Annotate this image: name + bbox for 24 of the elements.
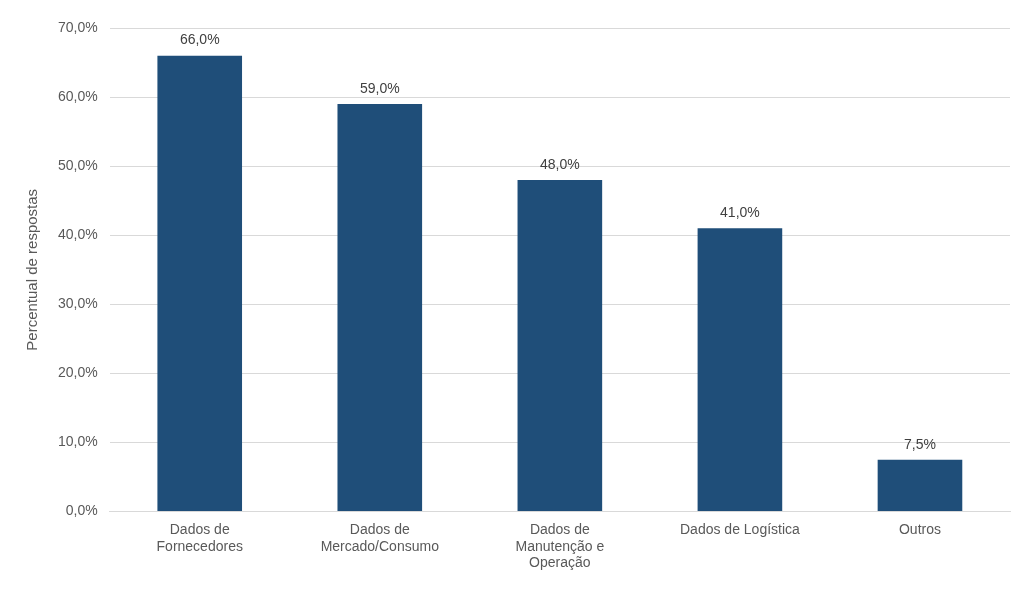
y-tick-label: 40,0% — [57, 226, 98, 243]
data-label: 66,0% — [179, 31, 220, 48]
x-tick-label: Dados de Mercado/Consumo — [320, 520, 440, 554]
bar — [697, 228, 783, 512]
bar — [157, 55, 243, 512]
data-label: 7,5% — [904, 435, 936, 452]
x-tick-label: Dados de Logística — [679, 520, 801, 537]
y-tick-label: 0,0% — [65, 502, 98, 519]
data-label: 41,0% — [720, 204, 760, 221]
bar — [877, 459, 963, 512]
y-tick-label: 20,0% — [57, 364, 98, 381]
y-tick-label: 70,0% — [57, 18, 98, 35]
x-tick-label: Dados de Manutenção e Operação — [515, 520, 605, 571]
y-axis-title: Percentual de respostas — [23, 188, 41, 351]
y-tick-label: 10,0% — [57, 433, 98, 450]
y-tick-label: 50,0% — [57, 157, 98, 174]
data-label: 59,0% — [359, 79, 400, 96]
x-tick-label: Outros — [898, 520, 941, 537]
x-tick-label: Dados de Fornecedores — [156, 520, 243, 554]
data-label: 48,0% — [540, 155, 580, 172]
y-tick-label: 60,0% — [57, 87, 98, 104]
bar — [517, 179, 603, 512]
y-tick-label: 30,0% — [57, 295, 98, 312]
bar — [337, 103, 423, 512]
